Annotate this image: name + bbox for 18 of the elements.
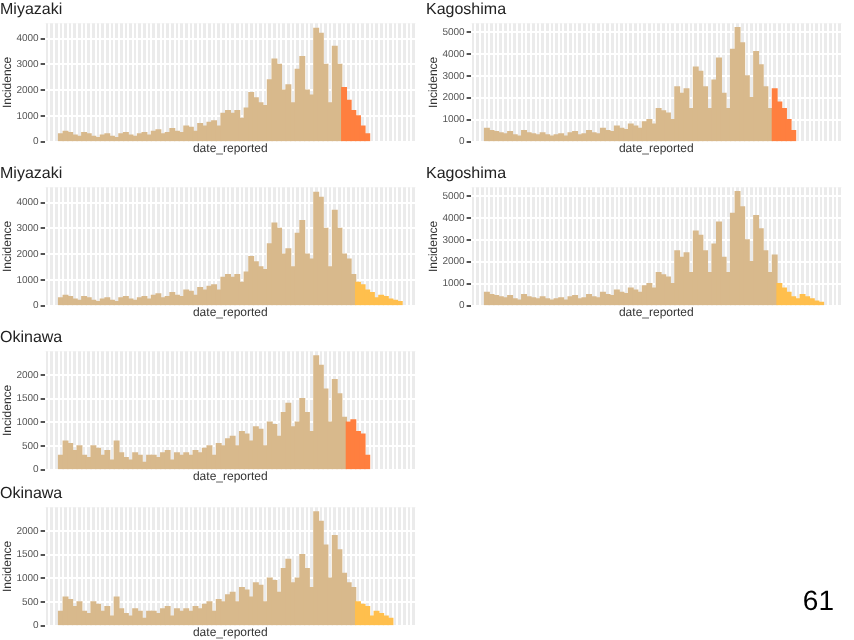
bar bbox=[364, 133, 371, 142]
bar bbox=[364, 606, 371, 626]
bar bbox=[206, 601, 213, 626]
bar bbox=[206, 445, 213, 470]
chart-title: Miyazaki bbox=[0, 164, 63, 183]
chart-title: Miyazaki bbox=[0, 0, 63, 19]
bar bbox=[716, 221, 722, 306]
bar bbox=[387, 617, 394, 626]
chart-title: Okinawa bbox=[0, 328, 64, 347]
bar bbox=[716, 57, 722, 142]
chart-title: Okinawa bbox=[0, 484, 64, 503]
chart-title: Kagoshima bbox=[426, 0, 508, 19]
bar bbox=[355, 115, 361, 142]
bar bbox=[781, 287, 787, 306]
bar bbox=[299, 56, 306, 142]
bar bbox=[299, 220, 306, 306]
chart-title: Kagoshima bbox=[426, 164, 508, 183]
text: 61 bbox=[802, 584, 834, 616]
